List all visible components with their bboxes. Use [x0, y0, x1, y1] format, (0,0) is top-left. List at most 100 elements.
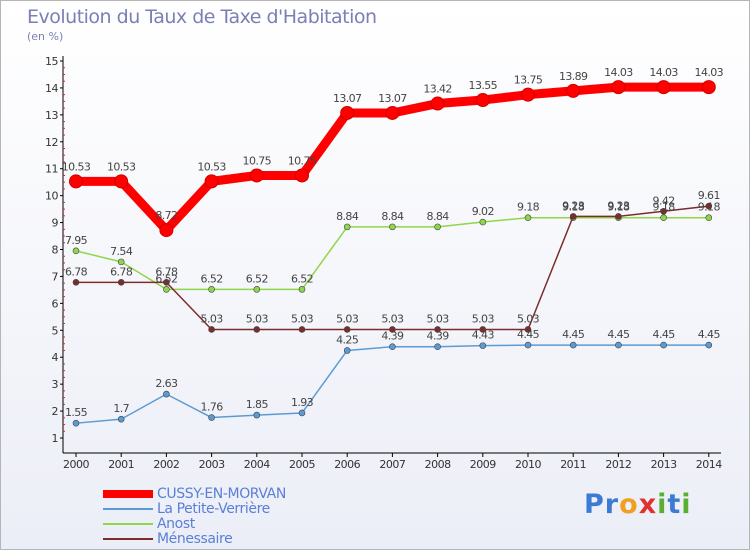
y-tick-label: 6	[52, 297, 59, 310]
legend-label: Ménessaire	[157, 531, 233, 547]
legend-item: Anost	[103, 516, 195, 532]
data-label: 14.03	[604, 66, 633, 79]
proxiti-logo: Proxiti	[584, 489, 692, 520]
legend-item: CUSSY-EN-MORVAN	[103, 486, 286, 502]
data-label: 9.42	[653, 194, 675, 207]
data-label: 10.53	[62, 160, 91, 173]
data-point	[385, 105, 400, 120]
data-point	[389, 326, 396, 333]
data-point	[430, 96, 445, 111]
y-tick-label: 2	[52, 405, 59, 418]
data-label: 7.95	[65, 234, 88, 247]
data-point	[524, 341, 532, 349]
x-tick-label: 2005	[289, 458, 315, 471]
data-label: 10.75	[243, 154, 272, 167]
data-label: 4.39	[381, 330, 404, 343]
data-label: 5.03	[427, 312, 450, 325]
x-tick-label: 2007	[379, 458, 405, 471]
data-point	[343, 326, 351, 333]
data-label: 4.45	[562, 328, 585, 341]
y-tick-label: 12	[45, 136, 58, 149]
data-label: 10.75	[288, 154, 317, 167]
y-tick-label: 7	[52, 270, 59, 283]
legend-label: Anost	[157, 516, 195, 532]
data-point	[117, 258, 125, 266]
data-point	[389, 343, 396, 351]
data-label: 6.52	[201, 272, 223, 285]
data-point	[298, 409, 306, 417]
data-point	[479, 342, 487, 349]
data-label: 8.84	[427, 210, 450, 223]
data-label: 13.42	[423, 83, 452, 96]
y-tick-label: 5	[52, 324, 59, 337]
data-label: 9.18	[562, 201, 585, 214]
data-label: 4.45	[653, 328, 676, 341]
data-point	[524, 326, 532, 333]
data-point	[295, 168, 309, 183]
data-point	[434, 326, 441, 333]
data-point	[208, 414, 215, 421]
data-label: 8.84	[336, 210, 359, 223]
data-point	[253, 286, 261, 293]
legend-label: CUSSY-EN-MORVAN	[157, 486, 286, 502]
data-label: 6.78	[110, 265, 133, 278]
data-point	[72, 279, 80, 286]
data-label: 4.45	[698, 328, 721, 341]
data-label: 4.25	[336, 333, 359, 346]
data-label: 4.45	[607, 328, 630, 341]
data-label: 7.54	[110, 245, 133, 258]
data-point	[340, 105, 355, 120]
legend-label: La Petite-Verrière	[157, 501, 270, 517]
data-label: 9.18	[653, 201, 676, 214]
data-label: 1.7	[113, 402, 129, 415]
legend-swatch	[103, 508, 153, 510]
x-tick-label: 2003	[199, 458, 225, 471]
x-tick-label: 2006	[334, 458, 360, 471]
data-label: 6.78	[65, 265, 88, 278]
data-label: 9.18	[607, 201, 630, 214]
data-point	[705, 214, 713, 222]
data-label: 6.52	[155, 272, 177, 285]
data-label: 5.03	[291, 312, 314, 325]
data-point	[569, 213, 577, 220]
y-tick-label: 13	[45, 109, 58, 122]
data-point	[705, 341, 713, 349]
data-point	[524, 214, 532, 222]
y-tick-label: 3	[52, 378, 59, 391]
data-label: 6.78	[155, 265, 178, 278]
data-point	[343, 223, 351, 231]
y-tick-label: 14	[45, 82, 58, 95]
data-point	[656, 80, 671, 95]
data-label: 5.03	[246, 312, 269, 325]
data-label: 8.72	[155, 209, 177, 222]
data-label: 13.89	[559, 70, 588, 83]
legend-swatch	[103, 538, 153, 540]
data-point	[204, 174, 219, 189]
legend-swatch	[103, 490, 153, 498]
data-label: 4.39	[427, 330, 450, 343]
data-point	[249, 168, 264, 183]
data-label: 13.55	[469, 79, 498, 92]
data-point	[298, 286, 306, 293]
x-tick-label: 2000	[63, 458, 89, 471]
data-label: 1.76	[201, 401, 224, 414]
data-label: 9.18	[698, 201, 721, 214]
data-label: 6.52	[291, 272, 313, 285]
data-point	[253, 411, 261, 419]
data-point	[701, 80, 716, 95]
data-label: 1.85	[246, 398, 269, 411]
y-tick-label: 10	[45, 190, 58, 203]
legend-swatch	[103, 523, 153, 525]
data-point	[611, 80, 626, 95]
data-label: 13.75	[514, 74, 543, 87]
data-label: 14.03	[695, 66, 724, 79]
x-tick-label: 2009	[470, 458, 496, 471]
data-label: 9.61	[698, 189, 720, 202]
data-point	[705, 202, 713, 210]
data-label: 10.53	[107, 160, 136, 173]
data-point	[69, 174, 83, 189]
data-point	[114, 174, 129, 189]
y-tick-label: 11	[45, 163, 58, 176]
data-point	[660, 207, 667, 215]
